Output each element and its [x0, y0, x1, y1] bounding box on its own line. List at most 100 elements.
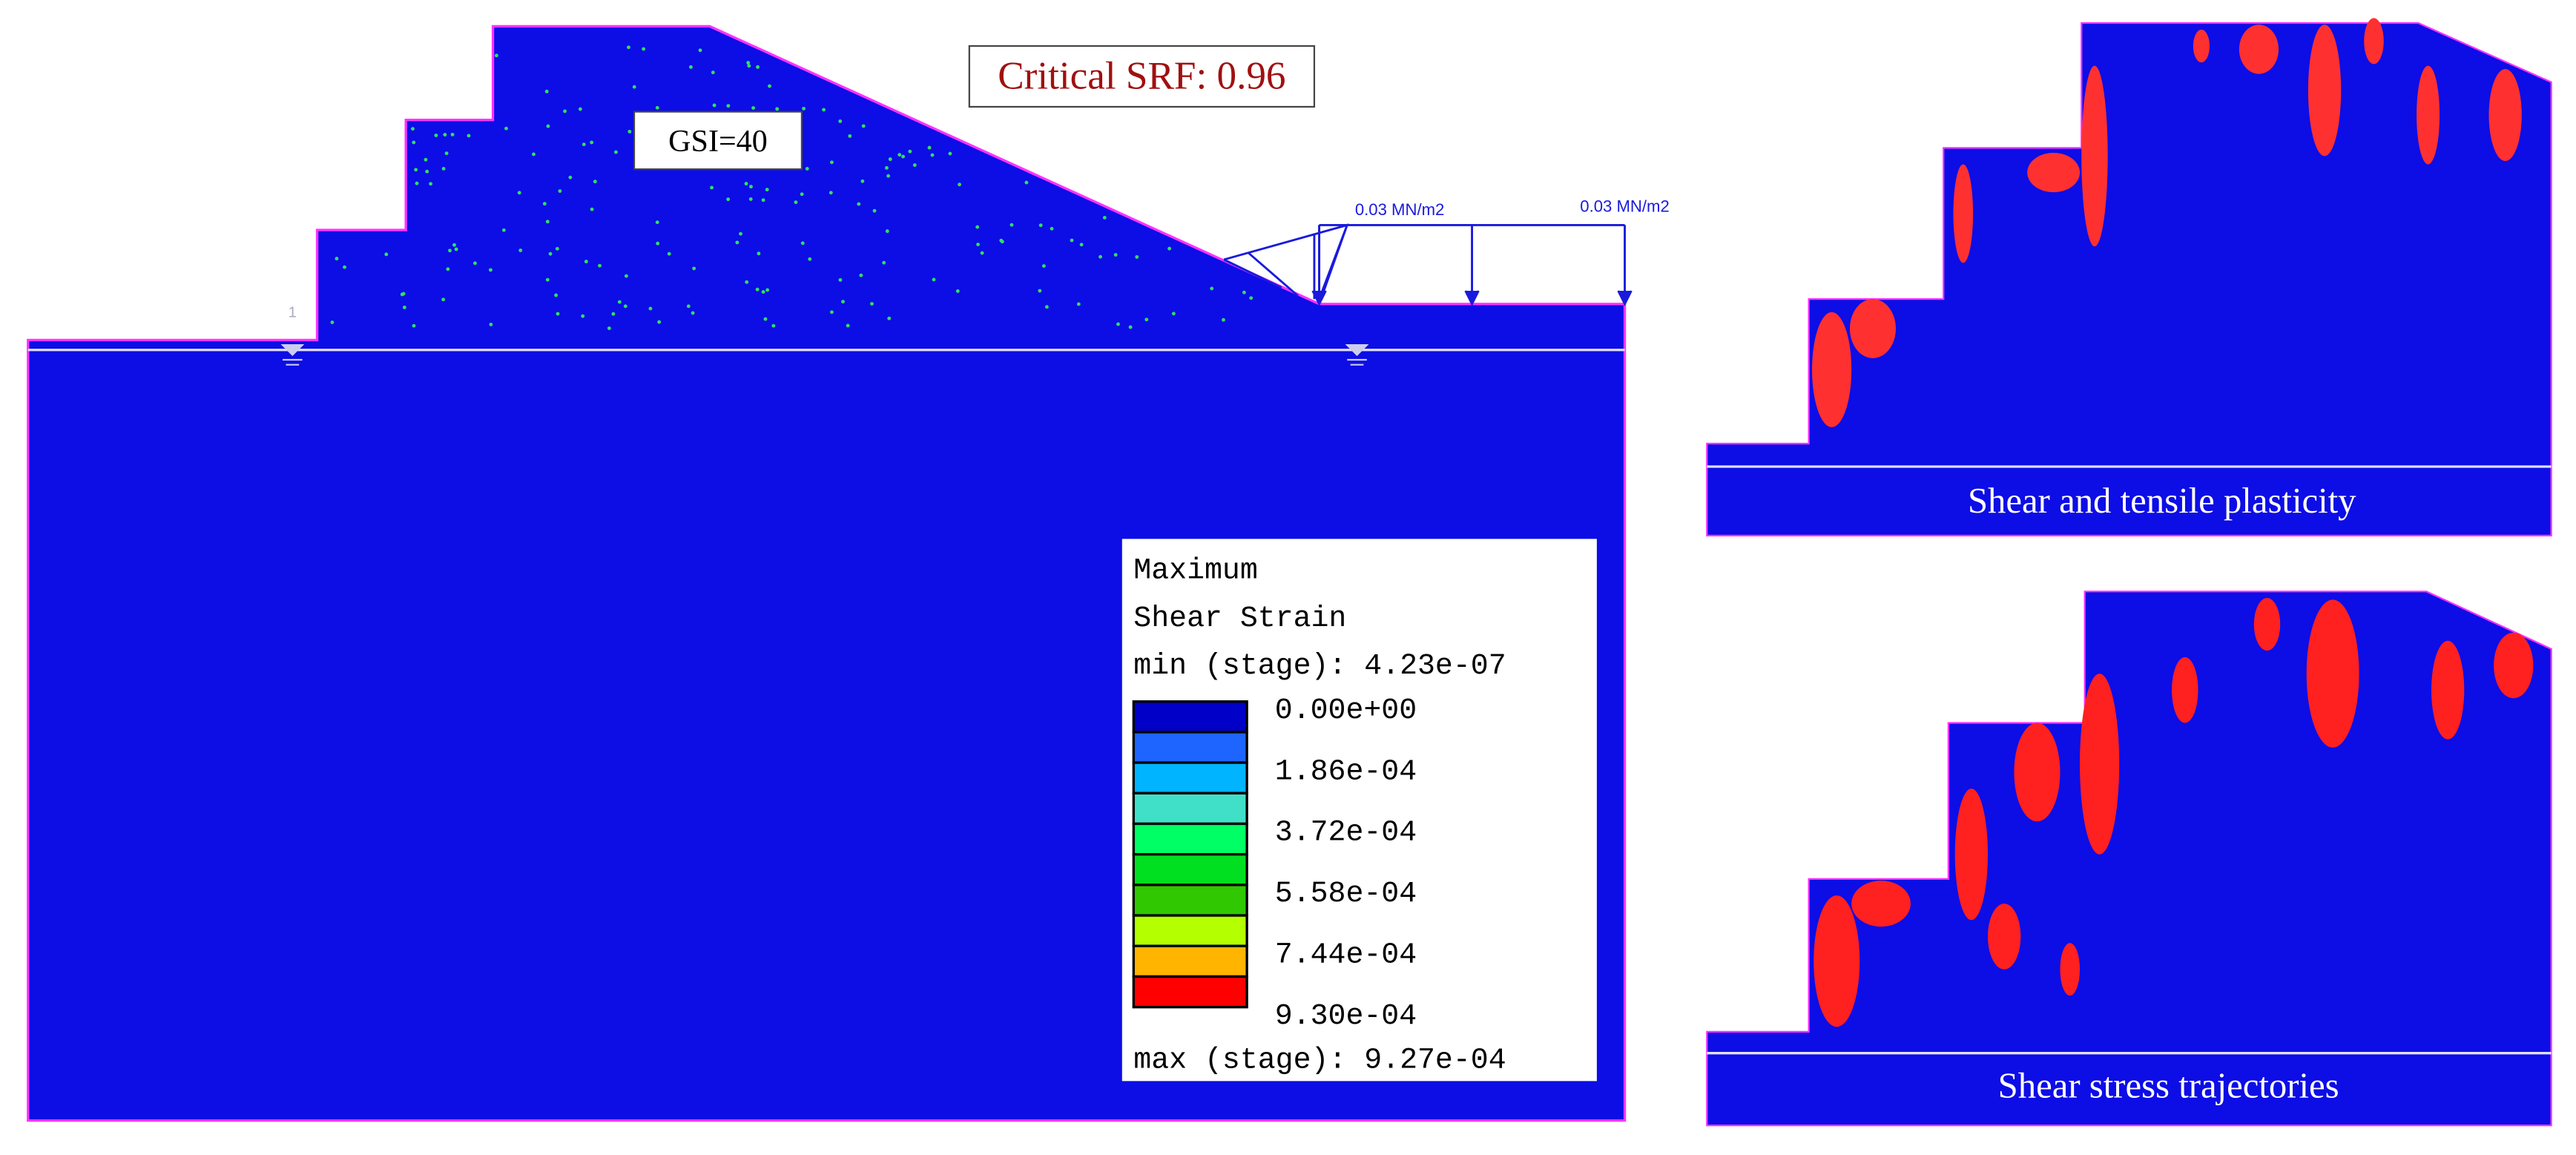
strain-dot [656, 241, 660, 246]
strain-dot [761, 198, 765, 203]
strain-dot [554, 293, 559, 297]
strain-dot [1242, 290, 1246, 294]
strain-dot [441, 297, 446, 302]
legend-level: 7.44e-04 [1275, 938, 1417, 971]
strain-dot [518, 249, 523, 252]
strain-dot [765, 188, 769, 192]
strain-dot [578, 107, 582, 111]
strain-dot [517, 191, 521, 195]
strain-dot [1076, 302, 1081, 306]
strain-dot [771, 323, 776, 328]
legend-title: Shear Strain [1133, 602, 1346, 635]
gsi-box [633, 111, 803, 171]
strain-dot [749, 185, 753, 189]
strain-dot [838, 119, 843, 123]
strain-dot [598, 263, 602, 268]
strain-dot [975, 225, 980, 229]
strain-dot [1128, 325, 1133, 329]
strain-dot [755, 287, 760, 292]
strain-dot [980, 251, 984, 255]
legend-swatches [1132, 700, 1248, 1009]
strain-dot [748, 197, 753, 201]
strain-dot [739, 231, 742, 236]
srf-box [968, 45, 1316, 108]
strain-dot [897, 153, 902, 157]
strain-dot [859, 273, 863, 277]
strain-dot [617, 300, 622, 304]
loads [1223, 223, 1633, 306]
strain-dot [467, 134, 471, 138]
strain-dot [800, 192, 804, 197]
strain-dot [746, 61, 751, 65]
strain-dot [448, 249, 452, 253]
strain-dots [330, 45, 1254, 330]
strain-dot [581, 314, 585, 318]
strain-dot [402, 305, 406, 309]
strain-dot [1024, 180, 1029, 185]
strain-dot [948, 151, 952, 156]
strain-dot [642, 47, 646, 51]
strain-dot [542, 202, 547, 206]
legend-level: 1.86e-04 [1275, 754, 1417, 788]
strain-dot [927, 145, 932, 150]
strain-dot [613, 150, 618, 154]
strain-dot [384, 252, 389, 257]
strain-dot [848, 134, 852, 138]
load-label: 0.03 MN/m2 [1580, 197, 1670, 216]
strain-dot [808, 257, 812, 261]
legend-max: max (stage): 9.27e-04 [1133, 1044, 1506, 1077]
strain-dot [887, 316, 892, 320]
strain-dot [489, 268, 493, 272]
strain-dot [582, 142, 586, 147]
strain-dot [556, 312, 560, 316]
strain-dot [1038, 289, 1042, 293]
strain-dot [838, 277, 843, 282]
strain-dot [930, 153, 935, 157]
strain-dot [830, 160, 834, 165]
strain-dot [611, 312, 616, 316]
strain-dot [568, 175, 573, 180]
strain-dot [1079, 243, 1084, 247]
strain-dot [822, 108, 826, 112]
strain-dot [756, 65, 760, 69]
strain-dot [1116, 322, 1120, 326]
strain-dot [330, 320, 335, 324]
strain-dot [632, 85, 636, 89]
strain-dot [901, 154, 906, 159]
slope-model [1706, 590, 2552, 1127]
strain-dot [545, 220, 550, 224]
strain-dot [584, 260, 588, 264]
strain-dot [802, 106, 806, 111]
strain-dot [1113, 253, 1118, 257]
srf-label: Critical SRF: 0.96 [998, 55, 1285, 98]
strain-dot [504, 126, 508, 131]
strain-dot [841, 300, 845, 304]
strain-dot [655, 105, 659, 110]
node-label: 1 [289, 304, 297, 320]
strain-dot [607, 326, 611, 330]
strain-dot [412, 323, 416, 328]
load-label: 0.03 MN/m2 [1355, 200, 1445, 219]
strain-dot [555, 246, 559, 251]
strain-dot [745, 280, 749, 284]
strain-dot [624, 274, 628, 278]
legend-level: 0.00e+00 [1275, 694, 1417, 727]
legend: Maximum Shear Strain min (stage): 4.23e-… [1121, 539, 1597, 1082]
strain-dot [976, 243, 981, 246]
strain-dot [1041, 264, 1046, 269]
panel-caption: Shear stress trajectories [1998, 1065, 2339, 1105]
strain-dot [691, 311, 695, 315]
water-symbol [280, 343, 1369, 366]
strain-dot [872, 208, 877, 213]
strain-dot [761, 290, 765, 294]
strain-dot [870, 302, 874, 306]
strain-dot [545, 277, 550, 282]
strain-dot [765, 288, 770, 292]
strain-dot [667, 251, 671, 256]
strain-dot [415, 181, 419, 185]
legend-level: 9.30e-04 [1275, 999, 1417, 1033]
strain-dot [424, 157, 428, 162]
strain-dot [1102, 216, 1107, 220]
